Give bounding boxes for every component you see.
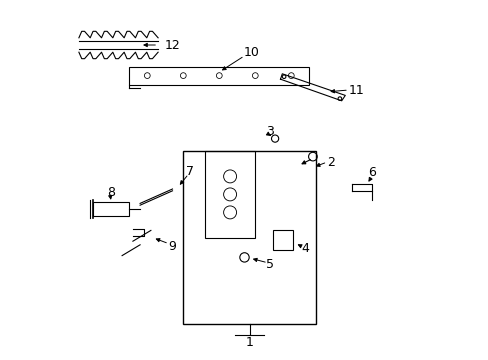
Text: 8: 8 [107, 186, 115, 199]
Text: 11: 11 [347, 84, 363, 96]
Text: 2: 2 [326, 156, 334, 168]
Text: 12: 12 [164, 39, 180, 51]
Bar [129, 67, 309, 85]
Text: 1: 1 [245, 336, 253, 348]
Text: 10: 10 [243, 46, 259, 59]
Text: 5: 5 [265, 258, 273, 271]
Bar [204, 151, 255, 238]
Text: 4: 4 [301, 242, 309, 255]
Text: 6: 6 [367, 166, 375, 179]
Text: 3: 3 [265, 125, 273, 138]
Bar [273, 230, 292, 250]
Bar [93, 202, 129, 216]
Text: 7: 7 [186, 165, 194, 177]
Bar [183, 151, 316, 324]
Text: 9: 9 [168, 240, 176, 253]
